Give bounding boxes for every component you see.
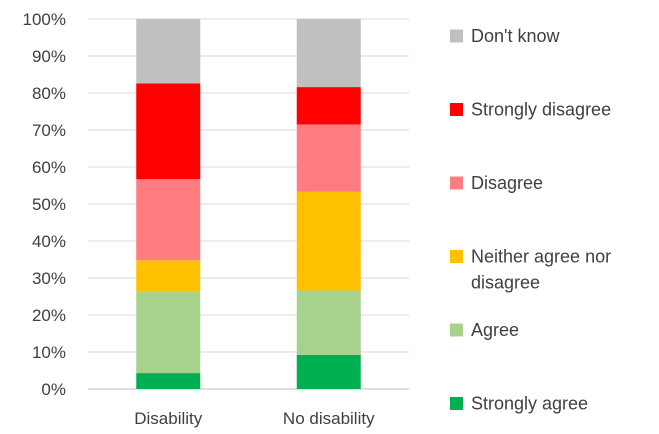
y-tick-label: 70% (32, 121, 66, 140)
bar-segment (136, 83, 201, 180)
y-tick-label: 90% (32, 47, 66, 66)
legend-label: Strongly disagree (471, 100, 611, 120)
legend-swatch (450, 176, 463, 190)
legend-label: Don't know (471, 26, 560, 46)
y-tick-label: 100% (23, 10, 66, 29)
bar-segment (136, 373, 201, 389)
legend-swatch (450, 323, 463, 337)
bar-segment (296, 19, 361, 88)
legend-label: Agree (471, 320, 519, 340)
bar-segment (136, 260, 201, 292)
bar-segment (136, 291, 201, 374)
bar-segment (296, 191, 361, 291)
y-tick-label: 20% (32, 306, 66, 325)
y-tick-label: 0% (41, 380, 66, 399)
y-tick-label: 40% (32, 232, 66, 251)
y-tick-label: 80% (32, 84, 66, 103)
legend-swatch (450, 103, 463, 116)
y-tick-label: 10% (32, 343, 66, 362)
y-tick-label: 50% (32, 195, 66, 214)
bar-segment (136, 19, 201, 84)
legend-label: Disagree (471, 173, 543, 193)
legend-label: Strongly agree (471, 394, 588, 414)
bar-segment (296, 290, 361, 355)
legend-swatch (450, 250, 463, 263)
legend-swatch (450, 397, 463, 410)
bar-segment (296, 124, 361, 192)
y-tick-label: 30% (32, 269, 66, 288)
legend-label: Neither agree nor disagree (471, 247, 611, 293)
legend-swatch (450, 29, 463, 43)
category-label: No disability (283, 409, 375, 428)
bar-segment (296, 354, 361, 389)
y-tick-label: 60% (32, 158, 66, 177)
bar-segment (296, 87, 361, 125)
category-label: Disability (134, 409, 203, 428)
bar-segment (136, 179, 201, 261)
